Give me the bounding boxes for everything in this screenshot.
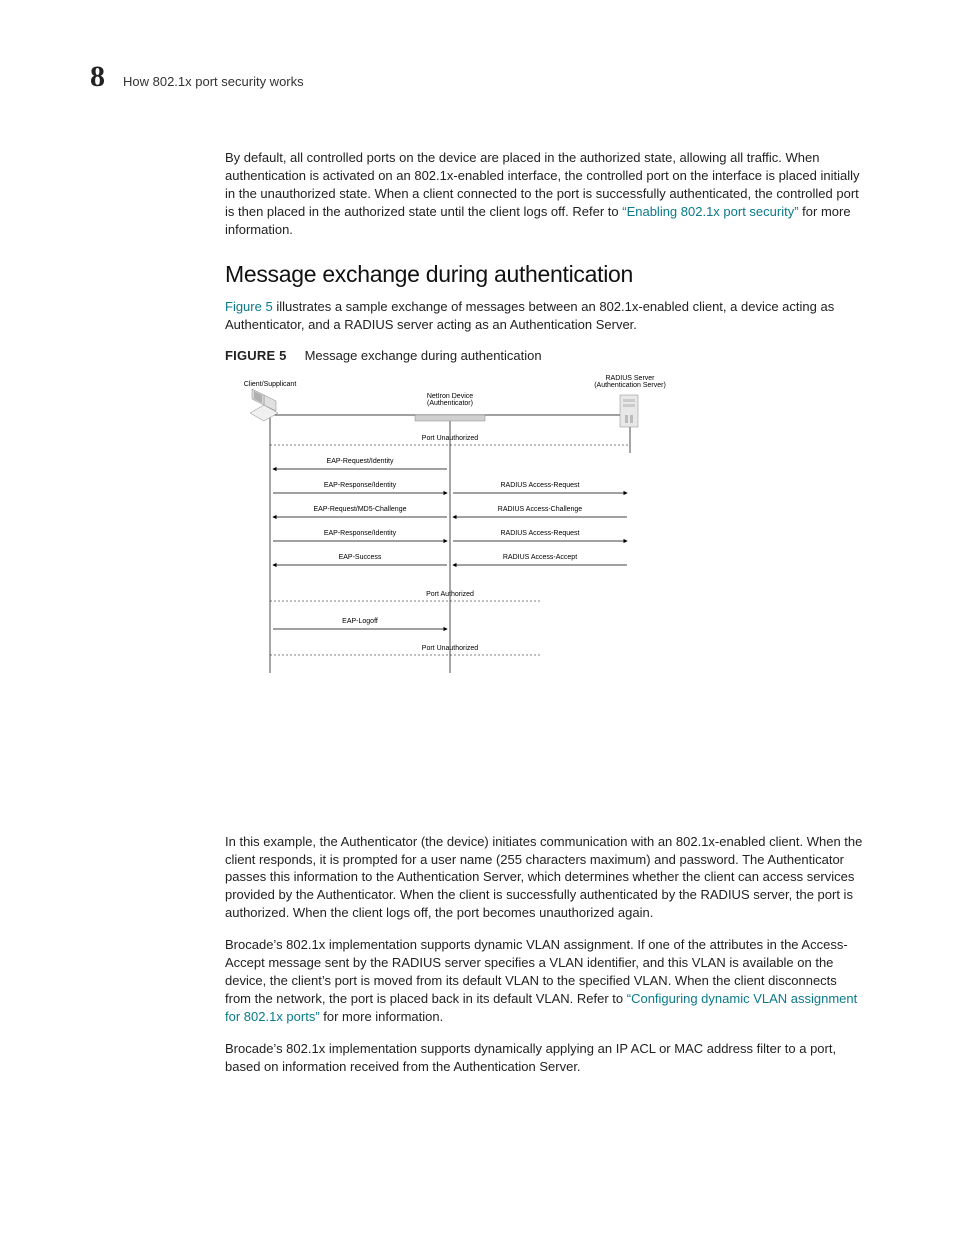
paragraph-vlan: Brocade’s 802.1x implementation supports… xyxy=(225,936,864,1026)
msg-left-3: EAP-Response/Identity xyxy=(295,530,425,538)
msg-right-3: RADIUS Access-Accept xyxy=(475,554,605,562)
figure-label: FIGURE 5 xyxy=(225,348,287,363)
figure-caption: FIGURE 5 Message exchange during authenti… xyxy=(225,348,864,363)
port-unauth-bottom: Port Unauthorized xyxy=(405,645,495,653)
client-label: Client/Supplicant xyxy=(235,381,305,389)
paragraph-example: In this example, the Authenticator (the … xyxy=(225,833,864,923)
msg-left-4: EAP-Success xyxy=(295,554,425,562)
msg-left-1: EAP-Response/Identity xyxy=(295,482,425,490)
paragraph-acl: Brocade’s 802.1x implementation supports… xyxy=(225,1040,864,1076)
port-unauth-top: Port Unauthorized xyxy=(405,435,495,443)
msg-right-1: RADIUS Access-Challenge xyxy=(475,506,605,514)
paragraph-intro: By default, all controlled ports on the … xyxy=(225,149,864,239)
page: 8 How 802.1x port security works By defa… xyxy=(0,0,954,1235)
msg-right-0: RADIUS Access-Request xyxy=(475,482,605,490)
figure-caption-text: Message exchange during authentication xyxy=(305,348,542,363)
section-heading: Message exchange during authentication xyxy=(225,261,864,288)
content-column: By default, all controlled ports on the … xyxy=(225,149,864,1076)
paragraph-fig-intro: Figure 5 illustrates a sample exchange o… xyxy=(225,298,864,334)
device-label: NetIron Device (Authenticator) xyxy=(410,393,490,408)
msg-left-2: EAP-Request/MD5-Challenge xyxy=(295,506,425,514)
chapter-number: 8 xyxy=(90,60,105,94)
diagram-svg xyxy=(235,373,665,703)
link-figure5[interactable]: Figure 5 xyxy=(225,299,273,314)
running-head-title: How 802.1x port security works xyxy=(123,74,304,89)
msg-right-2: RADIUS Access-Request xyxy=(475,530,605,538)
sequence-diagram: Client/Supplicant NetIron Device (Authen… xyxy=(235,373,665,703)
para2-post: illustrates a sample exchange of message… xyxy=(225,299,834,332)
msg-left-0: EAP-Request/Identity xyxy=(295,458,425,466)
spacer xyxy=(225,703,864,833)
page-header: 8 How 802.1x port security works xyxy=(90,60,864,94)
radius-label: RADIUS Server (Authentication Server) xyxy=(580,375,680,390)
port-auth: Port Authorized xyxy=(405,591,495,599)
msg-logoff: EAP-Logoff xyxy=(295,618,425,626)
link-enabling-security[interactable]: “Enabling 802.1x port security” xyxy=(622,204,798,219)
para4-post: for more information. xyxy=(320,1009,444,1024)
